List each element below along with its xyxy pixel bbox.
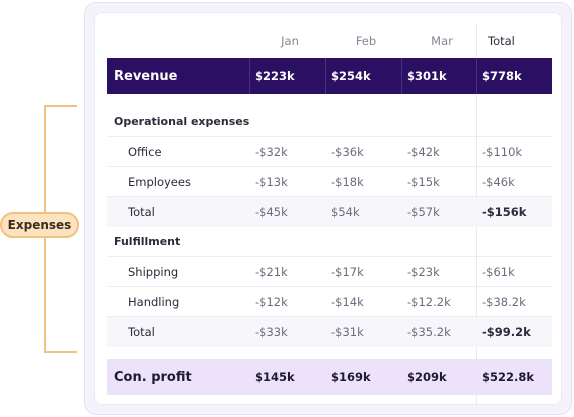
header-feb: Feb: [355, 34, 377, 48]
cell-jan: -$45k: [255, 205, 288, 219]
cell-feb: -$14k: [331, 294, 364, 309]
profit-mar: $209k: [407, 370, 447, 384]
cell-feb: $54k: [331, 205, 360, 219]
row-label: Office: [128, 144, 162, 159]
profit-row: Con. profit $145k $169k $209k $522.8k: [107, 359, 552, 395]
cell-jan: -$32k: [255, 144, 288, 159]
cell-feb: -$18k: [331, 174, 364, 189]
cell-feb: -$36k: [331, 144, 364, 159]
cell-total: -$156k: [482, 205, 527, 219]
header-mar: Mar: [431, 34, 453, 48]
revenue-label: Revenue: [114, 68, 178, 84]
revenue-feb: $254k: [331, 69, 371, 83]
cell-mar: -$12.2k: [407, 294, 451, 309]
cell-total: -$46k: [482, 174, 515, 189]
row-label: Handling: [128, 294, 180, 309]
revenue-jan: $223k: [255, 69, 295, 83]
expenses-bracket-bottom: [44, 351, 77, 353]
cell-mar: -$42k: [407, 144, 440, 159]
profit-jan: $145k: [255, 370, 295, 384]
revenue-divider: [325, 58, 326, 94]
expenses-bracket-top: [44, 105, 77, 107]
cell-jan: -$33k: [255, 325, 288, 339]
revenue-row: Revenue $223k $254k $301k $778k: [107, 58, 552, 94]
table-row: Office -$32k -$36k -$42k -$110k: [107, 137, 552, 167]
row-label: Employees: [128, 174, 191, 189]
profit-total: $522.8k: [482, 370, 535, 384]
header-row: Jan Feb Mar Total: [107, 26, 552, 56]
revenue-divider: [401, 58, 402, 94]
header-total: Total: [488, 34, 515, 48]
section-operational: Operational expenses: [107, 107, 552, 137]
cell-feb: -$31k: [331, 325, 364, 339]
cell-mar: -$57k: [407, 205, 440, 219]
header-jan: Jan: [281, 34, 299, 48]
cell-jan: -$21k: [255, 264, 288, 279]
profit-label: Con. profit: [114, 369, 192, 385]
cell-jan: -$12k: [255, 294, 288, 309]
section-title: Fulfillment: [114, 235, 181, 248]
row-label: Total: [128, 325, 155, 339]
expenses-badge: Expenses: [0, 212, 79, 238]
row-label: Total: [128, 205, 155, 219]
cell-mar: -$15k: [407, 174, 440, 189]
cell-jan: -$13k: [255, 174, 288, 189]
revenue-divider: [249, 58, 250, 94]
revenue-mar: $301k: [407, 69, 447, 83]
revenue-total: $778k: [482, 69, 522, 83]
revenue-divider: [476, 58, 477, 94]
total-row: Total -$45k $54k -$57k -$156k: [107, 197, 552, 227]
row-label: Shipping: [128, 264, 179, 279]
section-fulfillment: Fulfillment: [107, 227, 552, 257]
total-row: Total -$33k -$31k -$35.2k -$99.2k: [107, 317, 552, 347]
cell-total: -$110k: [482, 144, 523, 159]
cell-feb: -$17k: [331, 264, 364, 279]
table-row: Employees -$13k -$18k -$15k -$46k: [107, 167, 552, 197]
profit-feb: $169k: [331, 370, 371, 384]
section-title: Operational expenses: [114, 115, 250, 128]
cell-total: -$38.2k: [482, 294, 526, 309]
table-row: Handling -$12k -$14k -$12.2k -$38.2k: [107, 287, 552, 317]
cell-mar: -$35.2k: [407, 325, 451, 339]
table-row: Shipping -$21k -$17k -$23k -$61k: [107, 257, 552, 287]
cell-total: -$61k: [482, 264, 515, 279]
cell-total: -$99.2k: [482, 325, 531, 339]
cell-mar: -$23k: [407, 264, 440, 279]
